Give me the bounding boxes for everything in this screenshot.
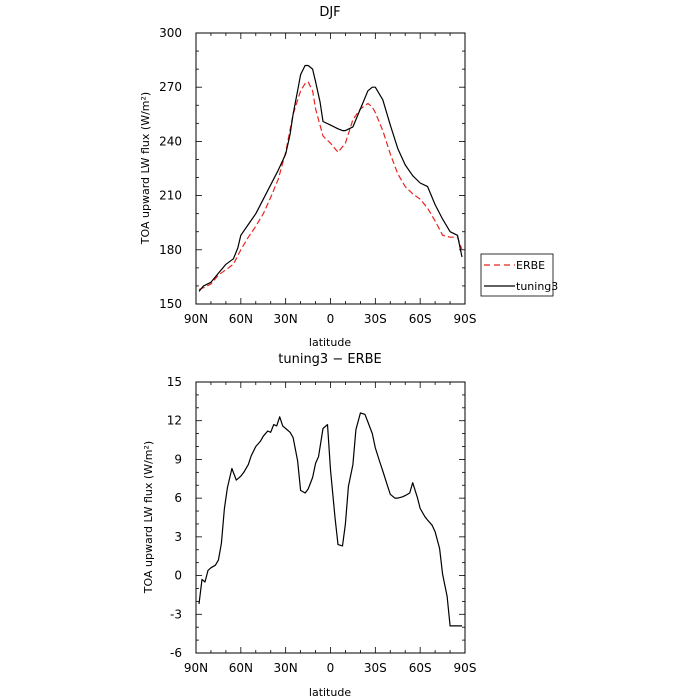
y-tick-label: 15	[167, 375, 182, 389]
panel-bottom: tuning3 − ERBE TOA upward LW flux (W/m²)…	[142, 352, 476, 699]
series-line-tuning3	[198, 64, 463, 292]
x-tick-label: 90S	[454, 661, 477, 675]
series-line-difference-bottom	[198, 412, 462, 627]
x-tick-label: 30S	[364, 661, 387, 675]
legend: ERBE tuning3	[480, 253, 558, 297]
y-tick-label: 180	[159, 243, 182, 257]
plot-frame-bottom	[195, 381, 466, 654]
x-tick-label: 90S	[454, 312, 477, 326]
series-bottom	[198, 412, 462, 627]
x-tick-label: 90N	[184, 312, 208, 326]
y-tick-label: 6	[174, 491, 182, 505]
tick-labels-top: 90N 60N 30N 0 30S 60S 90S 150 180 210 240 270 300	[159, 26, 476, 326]
x-tick-label: 30N	[274, 661, 298, 675]
y-tick-label: 300	[159, 26, 182, 40]
ticks-top	[195, 32, 466, 305]
x-tick-label: 60N	[229, 661, 253, 675]
title-top: DJF	[319, 5, 340, 20]
y-tick-label: 240	[159, 134, 182, 148]
ylabel-bottom: TOA upward LW flux (W/m²)	[142, 441, 155, 594]
series-line-erbe	[198, 81, 463, 291]
tick-labels-bottom: 90N 60N 30N 0 30S 60S 90S -6 -3 0 3 6 9 12 15	[167, 375, 477, 675]
x-tick-label: 60S	[409, 661, 432, 675]
y-tick-label: -6	[170, 646, 182, 660]
x-tick-label: 60N	[229, 312, 253, 326]
y-tick-label: 0	[174, 569, 182, 583]
xlabel-bottom: latitude	[309, 686, 351, 699]
ylabel-top: TOA upward LW flux (W/m²)	[139, 92, 152, 245]
y-tick-label: 3	[174, 530, 182, 544]
x-tick-label: 30S	[364, 312, 387, 326]
legend-erbe-label: ERBE	[516, 259, 545, 272]
series-top	[198, 64, 463, 292]
y-tick-label: 9	[174, 452, 182, 466]
y-tick-label: 270	[159, 80, 182, 94]
x-tick-label: 60S	[409, 312, 432, 326]
legend-box	[480, 253, 554, 297]
title-bottom: tuning3 − ERBE	[278, 352, 382, 367]
x-tick-label: 90N	[184, 661, 208, 675]
plot-frame-top	[195, 32, 466, 305]
y-tick-label: -3	[170, 607, 182, 621]
x-tick-label: 0	[327, 661, 335, 675]
y-tick-label: 12	[167, 414, 182, 428]
x-tick-label: 0	[327, 312, 335, 326]
y-tick-label: 210	[159, 189, 182, 203]
y-tick-label: 150	[159, 297, 182, 311]
xlabel-top: latitude	[309, 336, 351, 349]
legend-tuning3-label: tuning3	[516, 280, 558, 293]
x-tick-label: 30N	[274, 312, 298, 326]
panel-top: DJF TOA upward LW flux (W/m²) latitude 9…	[139, 5, 476, 349]
ticks-bottom	[195, 381, 466, 654]
